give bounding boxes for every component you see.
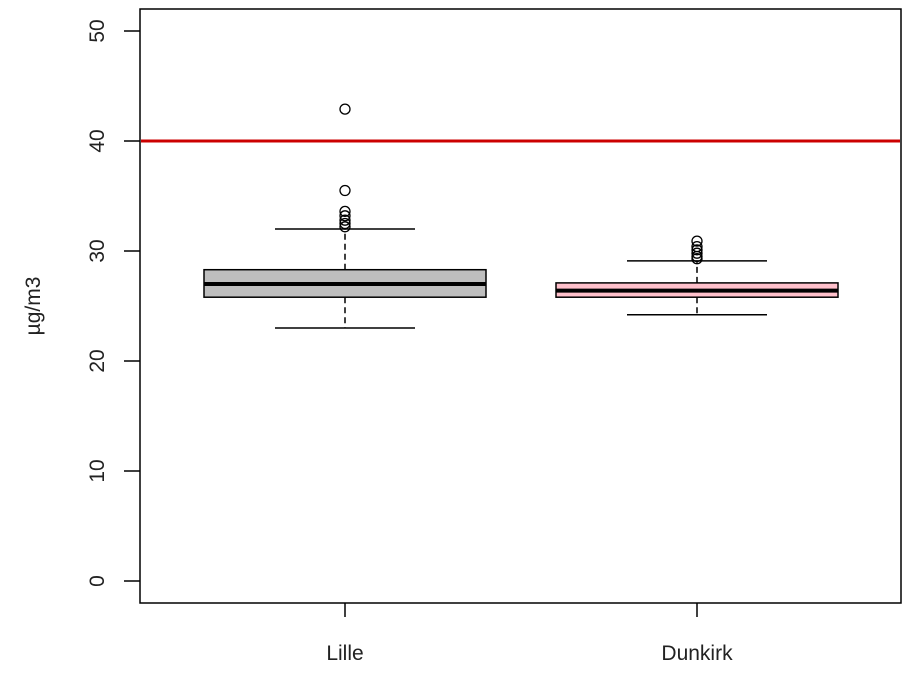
y-tick-label: 0 [86,575,109,587]
y-tick-label: 40 [86,129,109,152]
outlier-point [339,210,351,222]
outlier-point [339,184,351,197]
y-tick-label: 50 [86,19,109,42]
outlier-point [691,244,703,256]
outlier-point [339,221,351,233]
outlier-point [339,103,351,115]
y-tick-label: 10 [86,459,109,482]
box-lille [203,103,487,329]
plot-frame [139,8,902,604]
outlier-point [691,240,703,253]
y-axis: 0 10 20 30 40 50 [86,19,140,587]
x-tick-label: Dunkirk [661,642,733,665]
x-tick-label: Lille [326,642,363,665]
outlier-point [339,205,351,218]
x-axis: Lille Dunkirk [326,603,733,665]
y-axis-title: µg/m3 [22,277,45,336]
y-tick-label: 20 [86,349,109,372]
outlier-point [339,217,351,230]
box-dunkirk [555,235,839,316]
boxes [203,103,839,329]
outlier-point [691,235,703,247]
outlier-point [691,247,703,259]
outlier-point [339,214,351,226]
y-tick-label: 30 [86,239,109,262]
